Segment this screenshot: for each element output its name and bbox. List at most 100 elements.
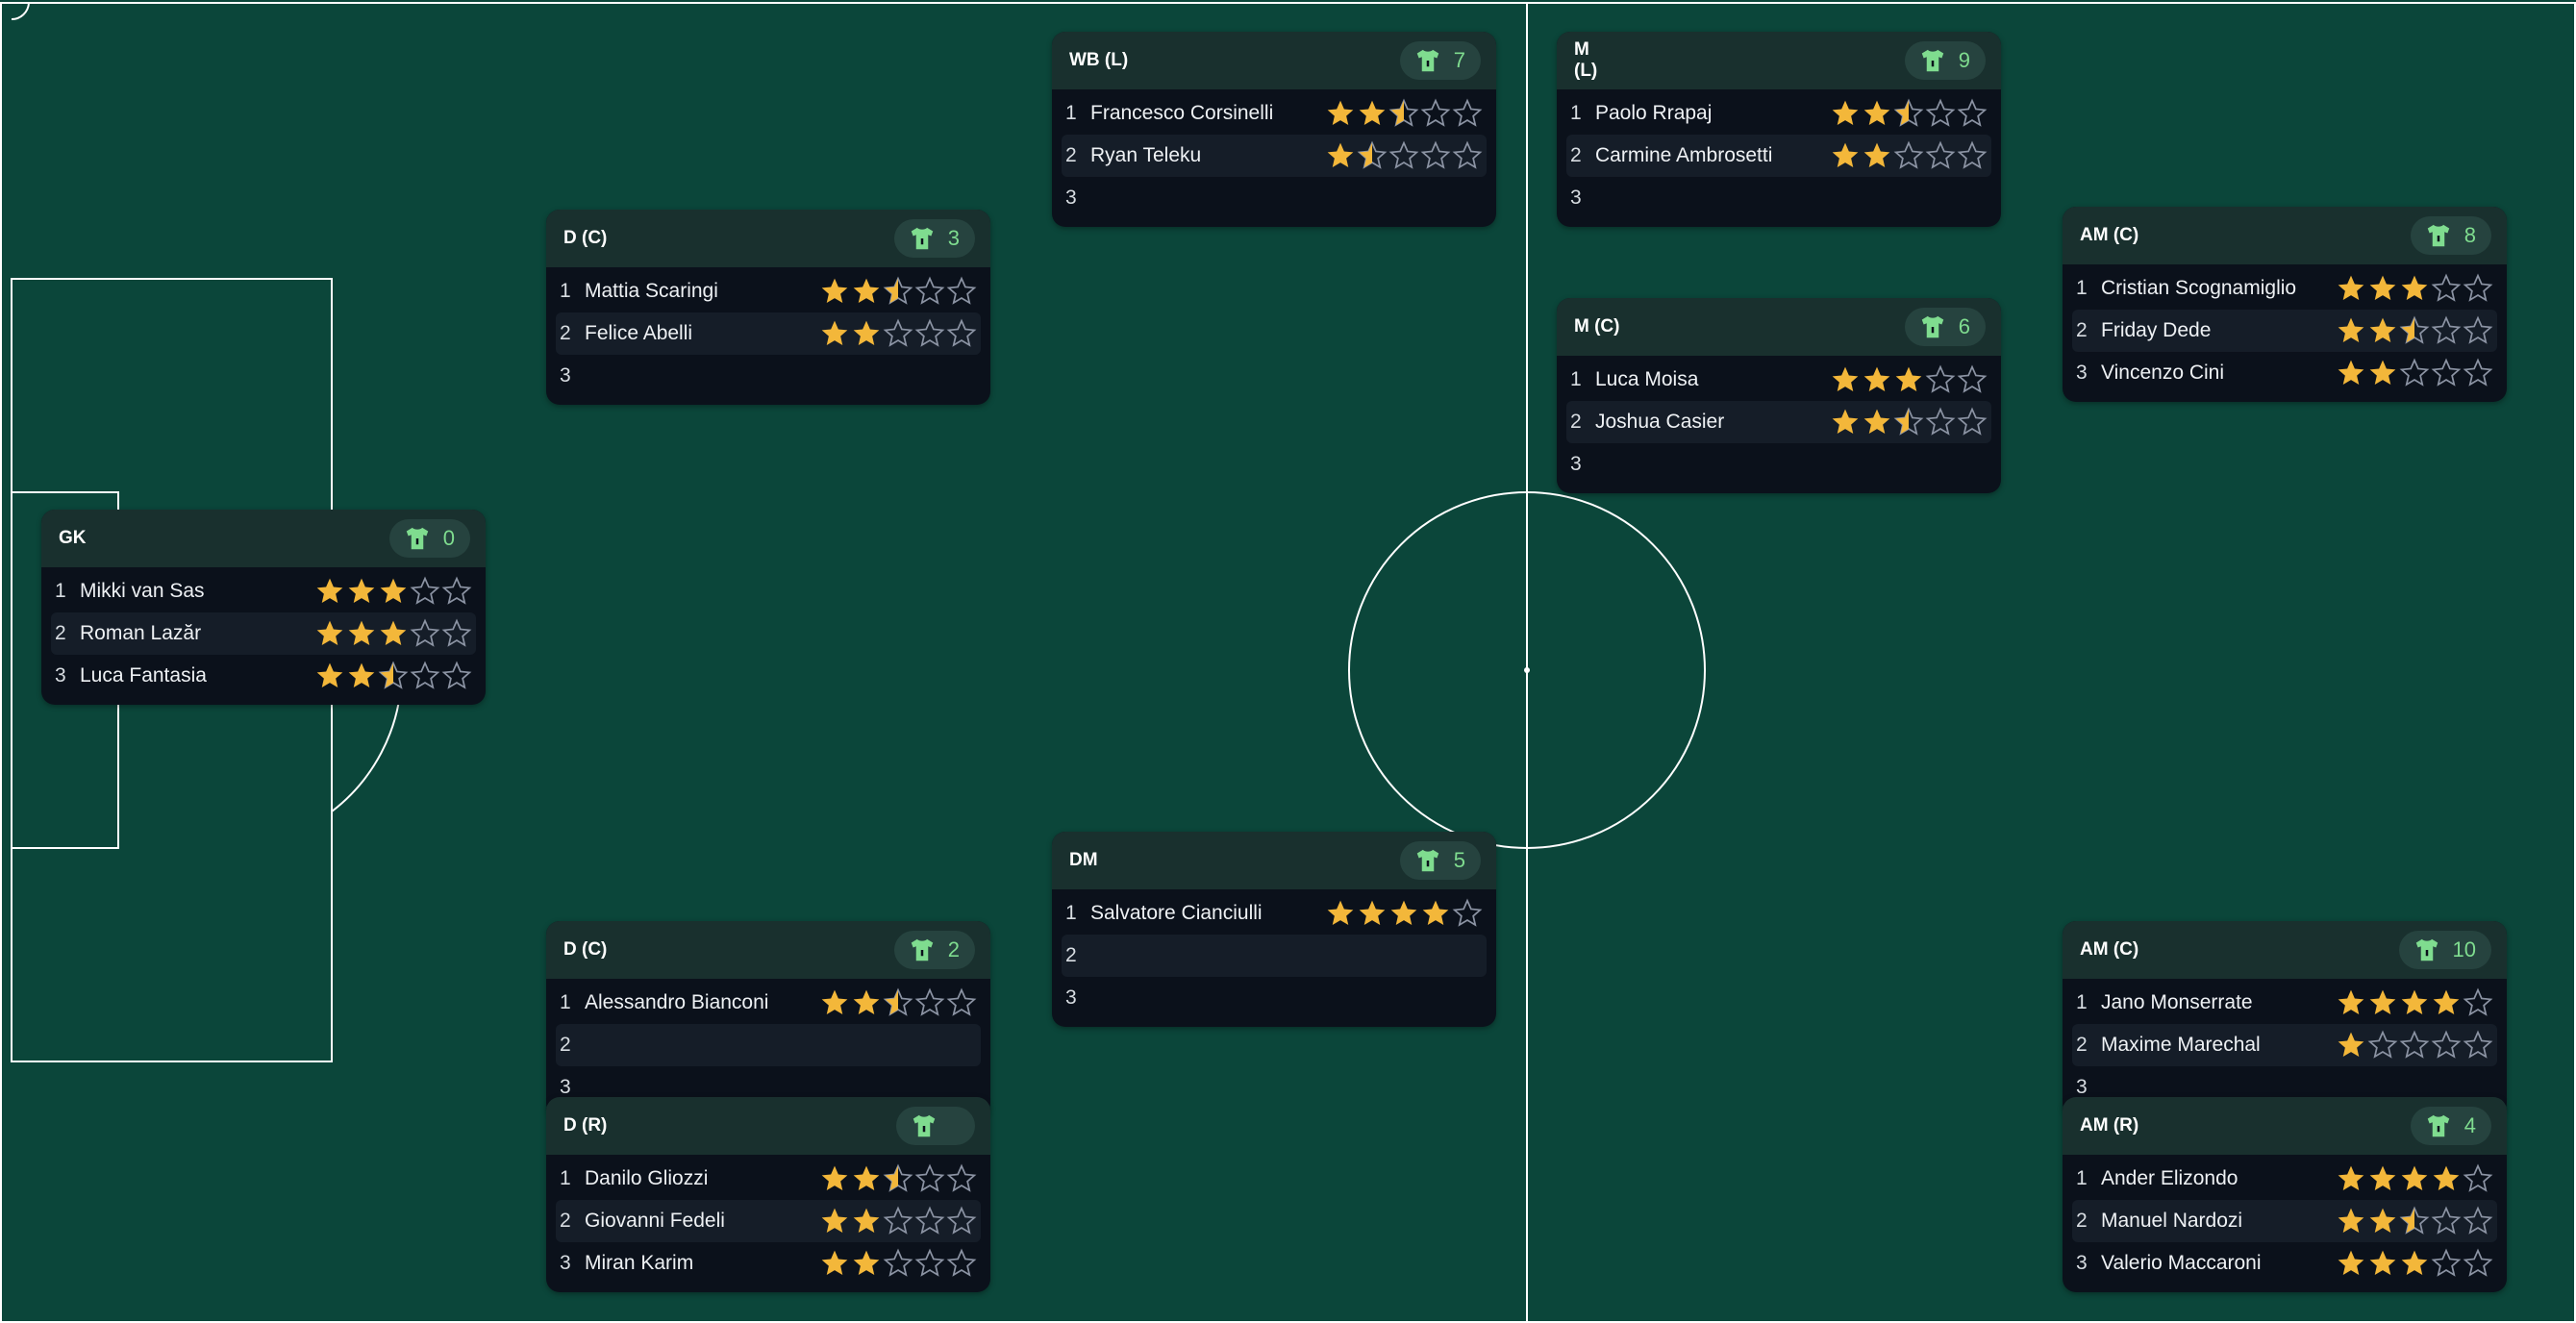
star-empty-icon: [2431, 273, 2462, 302]
player-row[interactable]: 1 Alessandro Bianconi: [556, 982, 981, 1024]
star-filled-icon: [2338, 989, 2364, 1014]
player-row[interactable]: 3: [1062, 177, 1487, 219]
player-row[interactable]: 2: [556, 1024, 981, 1066]
player-row[interactable]: 2 Roman Lazăr: [51, 612, 476, 655]
position-label: D (C): [563, 228, 608, 248]
position-label: M (C): [1574, 316, 1620, 337]
star-empty-icon: [946, 1163, 977, 1192]
star-empty-icon: [1893, 140, 1924, 169]
player-row[interactable]: 1 Salvatore Cianciulli: [1062, 892, 1487, 935]
player-row[interactable]: 2 Carmine Ambrosetti: [1566, 135, 1991, 177]
shirt-number-pill[interactable]: 7: [1399, 41, 1481, 80]
star-empty-icon: [2399, 358, 2430, 387]
player-row[interactable]: 1 Francesco Corsinelli: [1062, 92, 1487, 135]
card-header: AM (C) 8: [2063, 207, 2507, 264]
star-rating: [819, 318, 977, 349]
position-card-dc-right[interactable]: D (C) 2 1 Alessandro Bianconi 2 3: [546, 921, 990, 1116]
player-row[interactable]: 3: [556, 1066, 981, 1109]
player-row[interactable]: 3: [1062, 977, 1487, 1019]
shirt-number: 9: [1958, 48, 1970, 72]
shirt-number: 10: [2452, 937, 2476, 961]
player-row[interactable]: 2 Maxime Marechal: [2072, 1024, 2497, 1066]
shirt-number-pill[interactable]: [896, 1107, 975, 1145]
star-half-icon: [1893, 407, 1924, 436]
player-row[interactable]: 3 Miran Karim: [556, 1242, 981, 1285]
player-row[interactable]: 2 Joshua Casier: [1566, 401, 1991, 443]
star-empty-icon: [2431, 358, 2462, 387]
player-row[interactable]: 3: [2072, 1066, 2497, 1109]
player-row[interactable]: 1 Danilo Gliozzi: [556, 1158, 981, 1200]
player-row[interactable]: 1 Luca Moisa: [1566, 359, 1991, 401]
player-rank: 2: [2076, 1034, 2088, 1056]
star-rating: [314, 576, 472, 607]
star-filled-icon: [2338, 1250, 2364, 1275]
player-row[interactable]: 1 Jano Monserrate: [2072, 982, 2497, 1024]
position-card-amr[interactable]: AM (R) 4 1 Ander Elizondo 2 Manuel Nardozi…: [2063, 1097, 2507, 1292]
shirt-number-pill[interactable]: 2: [893, 931, 975, 969]
star-half-icon: [2399, 1206, 2430, 1235]
star-filled-icon: [380, 620, 407, 645]
player-row[interactable]: 3 Valerio Maccaroni: [2072, 1242, 2497, 1285]
player-name: Danilo Gliozzi: [585, 1167, 709, 1189]
star-filled-icon: [2338, 1208, 2364, 1233]
player-row[interactable]: 3 Luca Fantasia: [51, 655, 476, 697]
star-filled-icon: [1863, 409, 1890, 434]
shirt-number-pill[interactable]: 0: [388, 519, 470, 558]
player-list: 1 Paolo Rrapaj 2 Carmine Ambrosetti 3: [1557, 89, 2001, 227]
player-row[interactable]: 1 Mikki van Sas: [51, 570, 476, 612]
player-row[interactable]: 2 Manuel Nardozi: [2072, 1200, 2497, 1242]
card-header: D (C) 3: [546, 210, 990, 267]
player-row[interactable]: 2 Giovanni Fedeli: [556, 1200, 981, 1242]
player-row[interactable]: 2 Friday Dede: [2072, 310, 2497, 352]
star-empty-icon: [410, 576, 440, 605]
position-card-gk[interactable]: GK 0 1 Mikki van Sas 2 Roman Lazăr 3 Luca F…: [41, 510, 486, 705]
position-card-mc[interactable]: M (C) 6 1 Luca Moisa 2 Joshua Casier 3: [1557, 298, 2001, 493]
shirt-number-pill[interactable]: 4: [2410, 1107, 2491, 1145]
player-rank: 1: [560, 991, 571, 1013]
shirt-number-pill[interactable]: 3: [893, 219, 975, 258]
star-empty-icon: [2463, 1206, 2493, 1235]
position-card-dc-left[interactable]: D (C) 3 1 Mattia Scaringi 2 Felice Abelli …: [546, 210, 990, 405]
position-label: GK: [59, 528, 87, 548]
player-row[interactable]: 3: [556, 355, 981, 397]
shirt-number-pill[interactable]: 8: [2410, 216, 2491, 255]
position-card-ml[interactable]: M (L) 9 1 Paolo Rrapaj 2 Carmine Ambrosett…: [1557, 32, 2001, 227]
player-row[interactable]: 2 Felice Abelli: [556, 312, 981, 355]
player-name: Maxime Marechal: [2101, 1034, 2261, 1056]
player-rank: 2: [2076, 1210, 2088, 1232]
player-name: Carmine Ambrosetti: [1595, 144, 1773, 166]
star-half-icon: [378, 661, 409, 689]
player-row[interactable]: 1 Mattia Scaringi: [556, 270, 981, 312]
player-row[interactable]: 2 Ryan Teleku: [1062, 135, 1487, 177]
star-filled-icon: [1327, 900, 1354, 925]
shirt-number: 2: [947, 937, 960, 961]
position-card-dr[interactable]: D (R) 1 Danilo Gliozzi 2 Giovanni Fedeli 3…: [546, 1097, 990, 1292]
star-empty-icon: [2431, 1030, 2462, 1059]
player-row[interactable]: 3: [1566, 443, 1991, 486]
shirt-number-pill[interactable]: 10: [2398, 931, 2491, 969]
star-empty-icon: [946, 318, 977, 347]
position-card-dm[interactable]: DM 5 1 Salvatore Cianciulli 2 3: [1052, 832, 1496, 1027]
position-card-amc-bottom[interactable]: AM (C) 10 1 Jano Monserrate 2 Maxime Marec…: [2063, 921, 2507, 1116]
player-row[interactable]: 3 Vincenzo Cini: [2072, 352, 2497, 394]
star-empty-icon: [883, 1206, 913, 1235]
star-empty-icon: [2463, 1030, 2493, 1059]
player-row[interactable]: 2: [1062, 935, 1487, 977]
player-rank: 1: [560, 280, 571, 302]
position-card-wbl[interactable]: WB (L) 7 1 Francesco Corsinelli 2 Ryan Tel…: [1052, 32, 1496, 227]
player-list: 1 Cristian Scognamiglio 2 Friday Dede 3 Vin…: [2063, 264, 2507, 402]
shirt-number-pill[interactable]: 9: [1904, 41, 1986, 80]
shirt-number-pill[interactable]: 5: [1399, 841, 1481, 880]
player-row[interactable]: 3: [1566, 177, 1991, 219]
shirt-number-pill[interactable]: 6: [1904, 308, 1986, 346]
star-empty-icon: [946, 987, 977, 1016]
star-empty-icon: [441, 576, 472, 605]
player-row[interactable]: 1 Paolo Rrapaj: [1566, 92, 1991, 135]
player-row[interactable]: 1 Ander Elizondo: [2072, 1158, 2497, 1200]
position-card-amc-top[interactable]: AM (C) 8 1 Cristian Scognamiglio 2 Friday …: [2063, 207, 2507, 402]
star-filled-icon: [821, 320, 848, 345]
position-label: WB (L): [1069, 50, 1129, 70]
position-label: AM (C): [2080, 939, 2139, 960]
player-rank: 3: [1570, 187, 1582, 209]
player-row[interactable]: 1 Cristian Scognamiglio: [2072, 267, 2497, 310]
